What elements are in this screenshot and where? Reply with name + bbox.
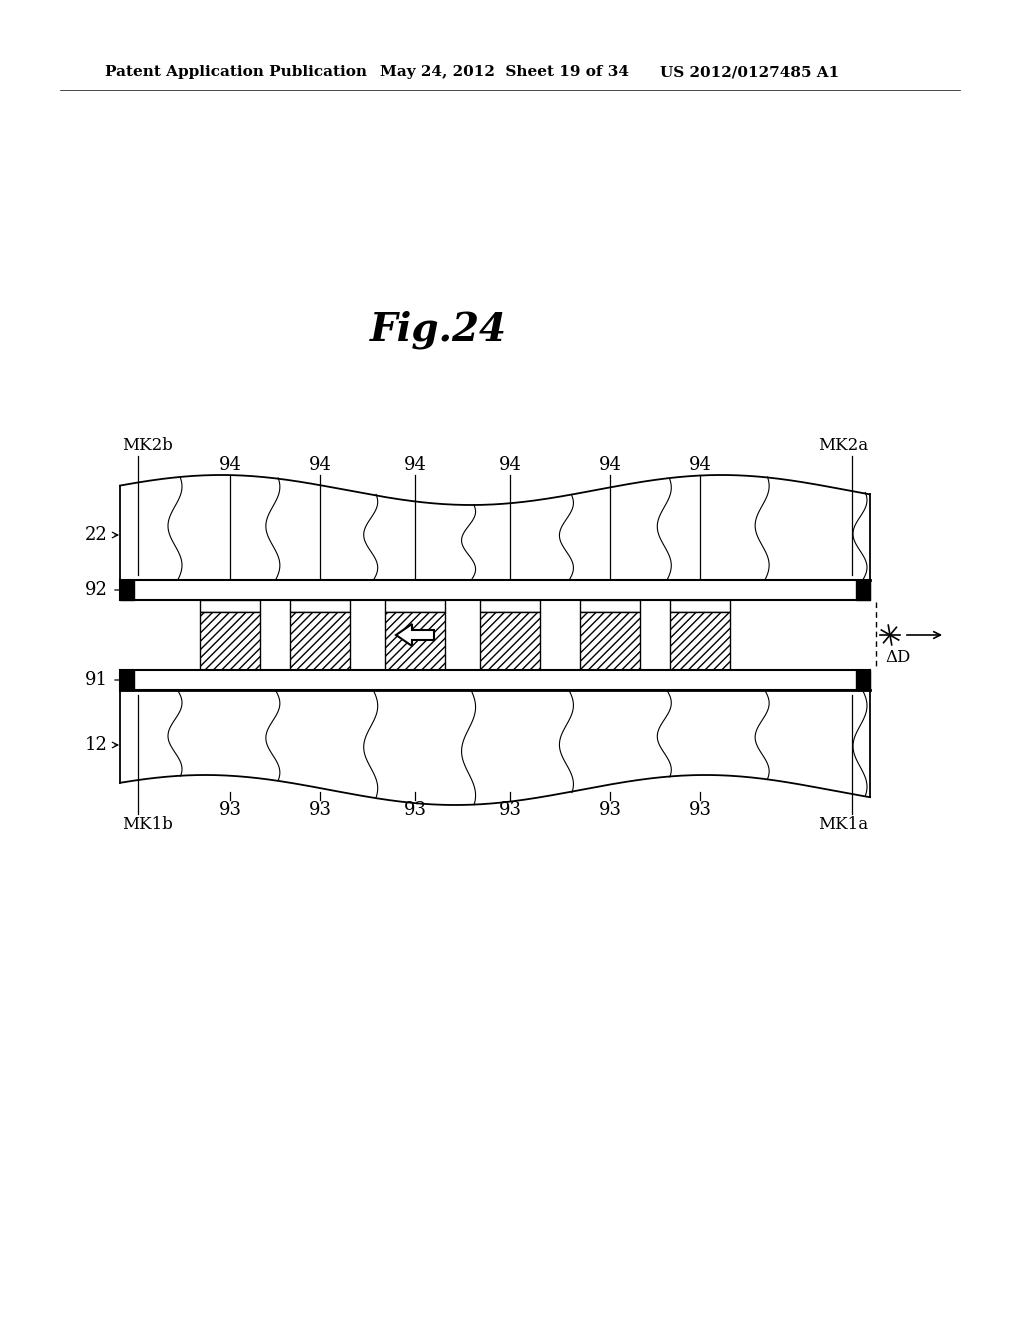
Text: 94: 94 xyxy=(688,455,712,474)
Text: May 24, 2012  Sheet 19 of 34: May 24, 2012 Sheet 19 of 34 xyxy=(380,65,629,79)
Bar xyxy=(200,601,260,612)
Text: 94: 94 xyxy=(403,455,426,474)
Text: MK2b: MK2b xyxy=(122,437,173,454)
Text: 93: 93 xyxy=(598,801,622,818)
Text: Fig.24: Fig.24 xyxy=(370,310,507,350)
Bar xyxy=(580,601,640,612)
Bar xyxy=(385,601,445,612)
Bar xyxy=(200,612,260,671)
Text: Patent Application Publication: Patent Application Publication xyxy=(105,65,367,79)
Bar xyxy=(385,612,445,671)
Text: MK2a: MK2a xyxy=(818,437,868,454)
Text: 94: 94 xyxy=(308,455,332,474)
Bar xyxy=(480,612,540,671)
Text: MK1a: MK1a xyxy=(818,816,868,833)
Text: 93: 93 xyxy=(499,801,521,818)
Bar xyxy=(670,601,730,612)
Bar xyxy=(856,671,870,690)
Bar xyxy=(120,671,134,690)
Bar xyxy=(480,601,540,612)
Bar xyxy=(290,612,350,671)
Text: 93: 93 xyxy=(308,801,332,818)
Text: US 2012/0127485 A1: US 2012/0127485 A1 xyxy=(660,65,840,79)
Text: 92: 92 xyxy=(85,581,108,599)
Text: MK1b: MK1b xyxy=(122,816,173,833)
Text: 93: 93 xyxy=(218,801,242,818)
Text: 12: 12 xyxy=(85,737,108,754)
Bar xyxy=(120,579,134,601)
Text: 22: 22 xyxy=(85,525,108,544)
Polygon shape xyxy=(396,624,434,645)
Text: 91: 91 xyxy=(85,671,108,689)
Bar xyxy=(580,612,640,671)
Text: ΔD: ΔD xyxy=(885,649,910,667)
Text: 94: 94 xyxy=(218,455,242,474)
Bar xyxy=(670,612,730,671)
Text: 94: 94 xyxy=(599,455,622,474)
Text: 93: 93 xyxy=(403,801,427,818)
Bar xyxy=(856,579,870,601)
Text: 94: 94 xyxy=(499,455,521,474)
Text: 93: 93 xyxy=(688,801,712,818)
Bar xyxy=(120,579,870,601)
Bar xyxy=(290,601,350,612)
Bar xyxy=(120,671,870,690)
